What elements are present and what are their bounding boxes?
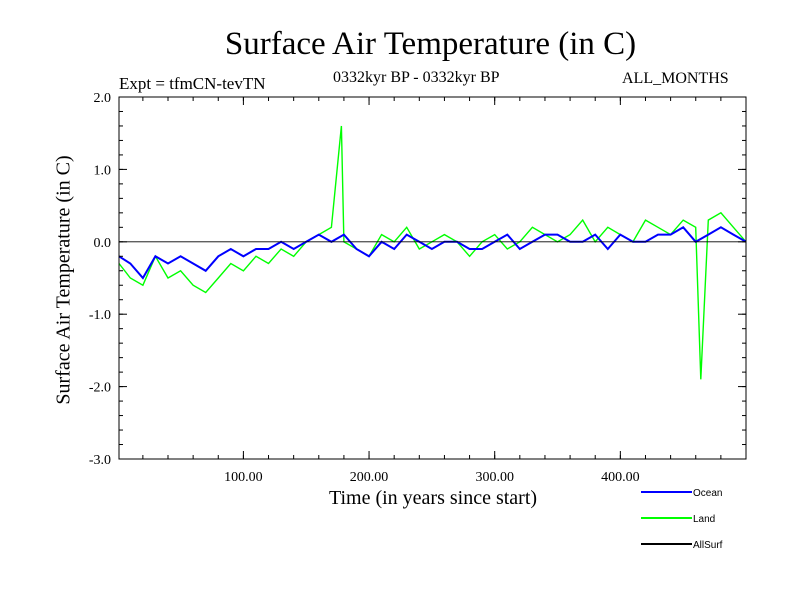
x-tick-label: 300.00 [475, 470, 514, 485]
y-tick-label: -1.0 [89, 308, 111, 323]
experiment-label: Expt = tfmCN-tevTN [119, 74, 266, 93]
chart-title: Surface Air Temperature (in C) [224, 26, 637, 62]
legend: Ocean Land AllSurf [641, 488, 723, 551]
x-axis-label: Time (in years since start) [328, 487, 538, 509]
y-tick-label: 0.0 [94, 236, 112, 251]
y-tick-label: -2.0 [89, 381, 111, 396]
x-tick-label: 200.00 [350, 470, 389, 485]
y-tick-label: 2.0 [94, 91, 112, 106]
plot-frame [118, 96, 747, 460]
series-layer [118, 125, 747, 380]
legend-label-ocean: Ocean [693, 488, 722, 499]
x-tick-label: 400.00 [601, 470, 640, 485]
months-label: ALL_MONTHS [622, 70, 729, 87]
series-line-ocean [118, 226, 747, 280]
legend-label-land: Land [693, 514, 715, 525]
y-tick-label: -3.0 [89, 453, 111, 468]
period-label: 0332kyr BP - 0332kyr BP [333, 69, 500, 86]
y-tick-label: 1.0 [94, 163, 112, 178]
series-line-land [118, 125, 747, 380]
axis-ticks-layer: -3.0 -2.0 -1.0 0.0 1.0 2.0 100.00 200.00 300.00 4… [89, 91, 746, 485]
x-tick-label: 100.00 [224, 470, 263, 485]
legend-label-allsurf: AllSurf [693, 540, 723, 551]
